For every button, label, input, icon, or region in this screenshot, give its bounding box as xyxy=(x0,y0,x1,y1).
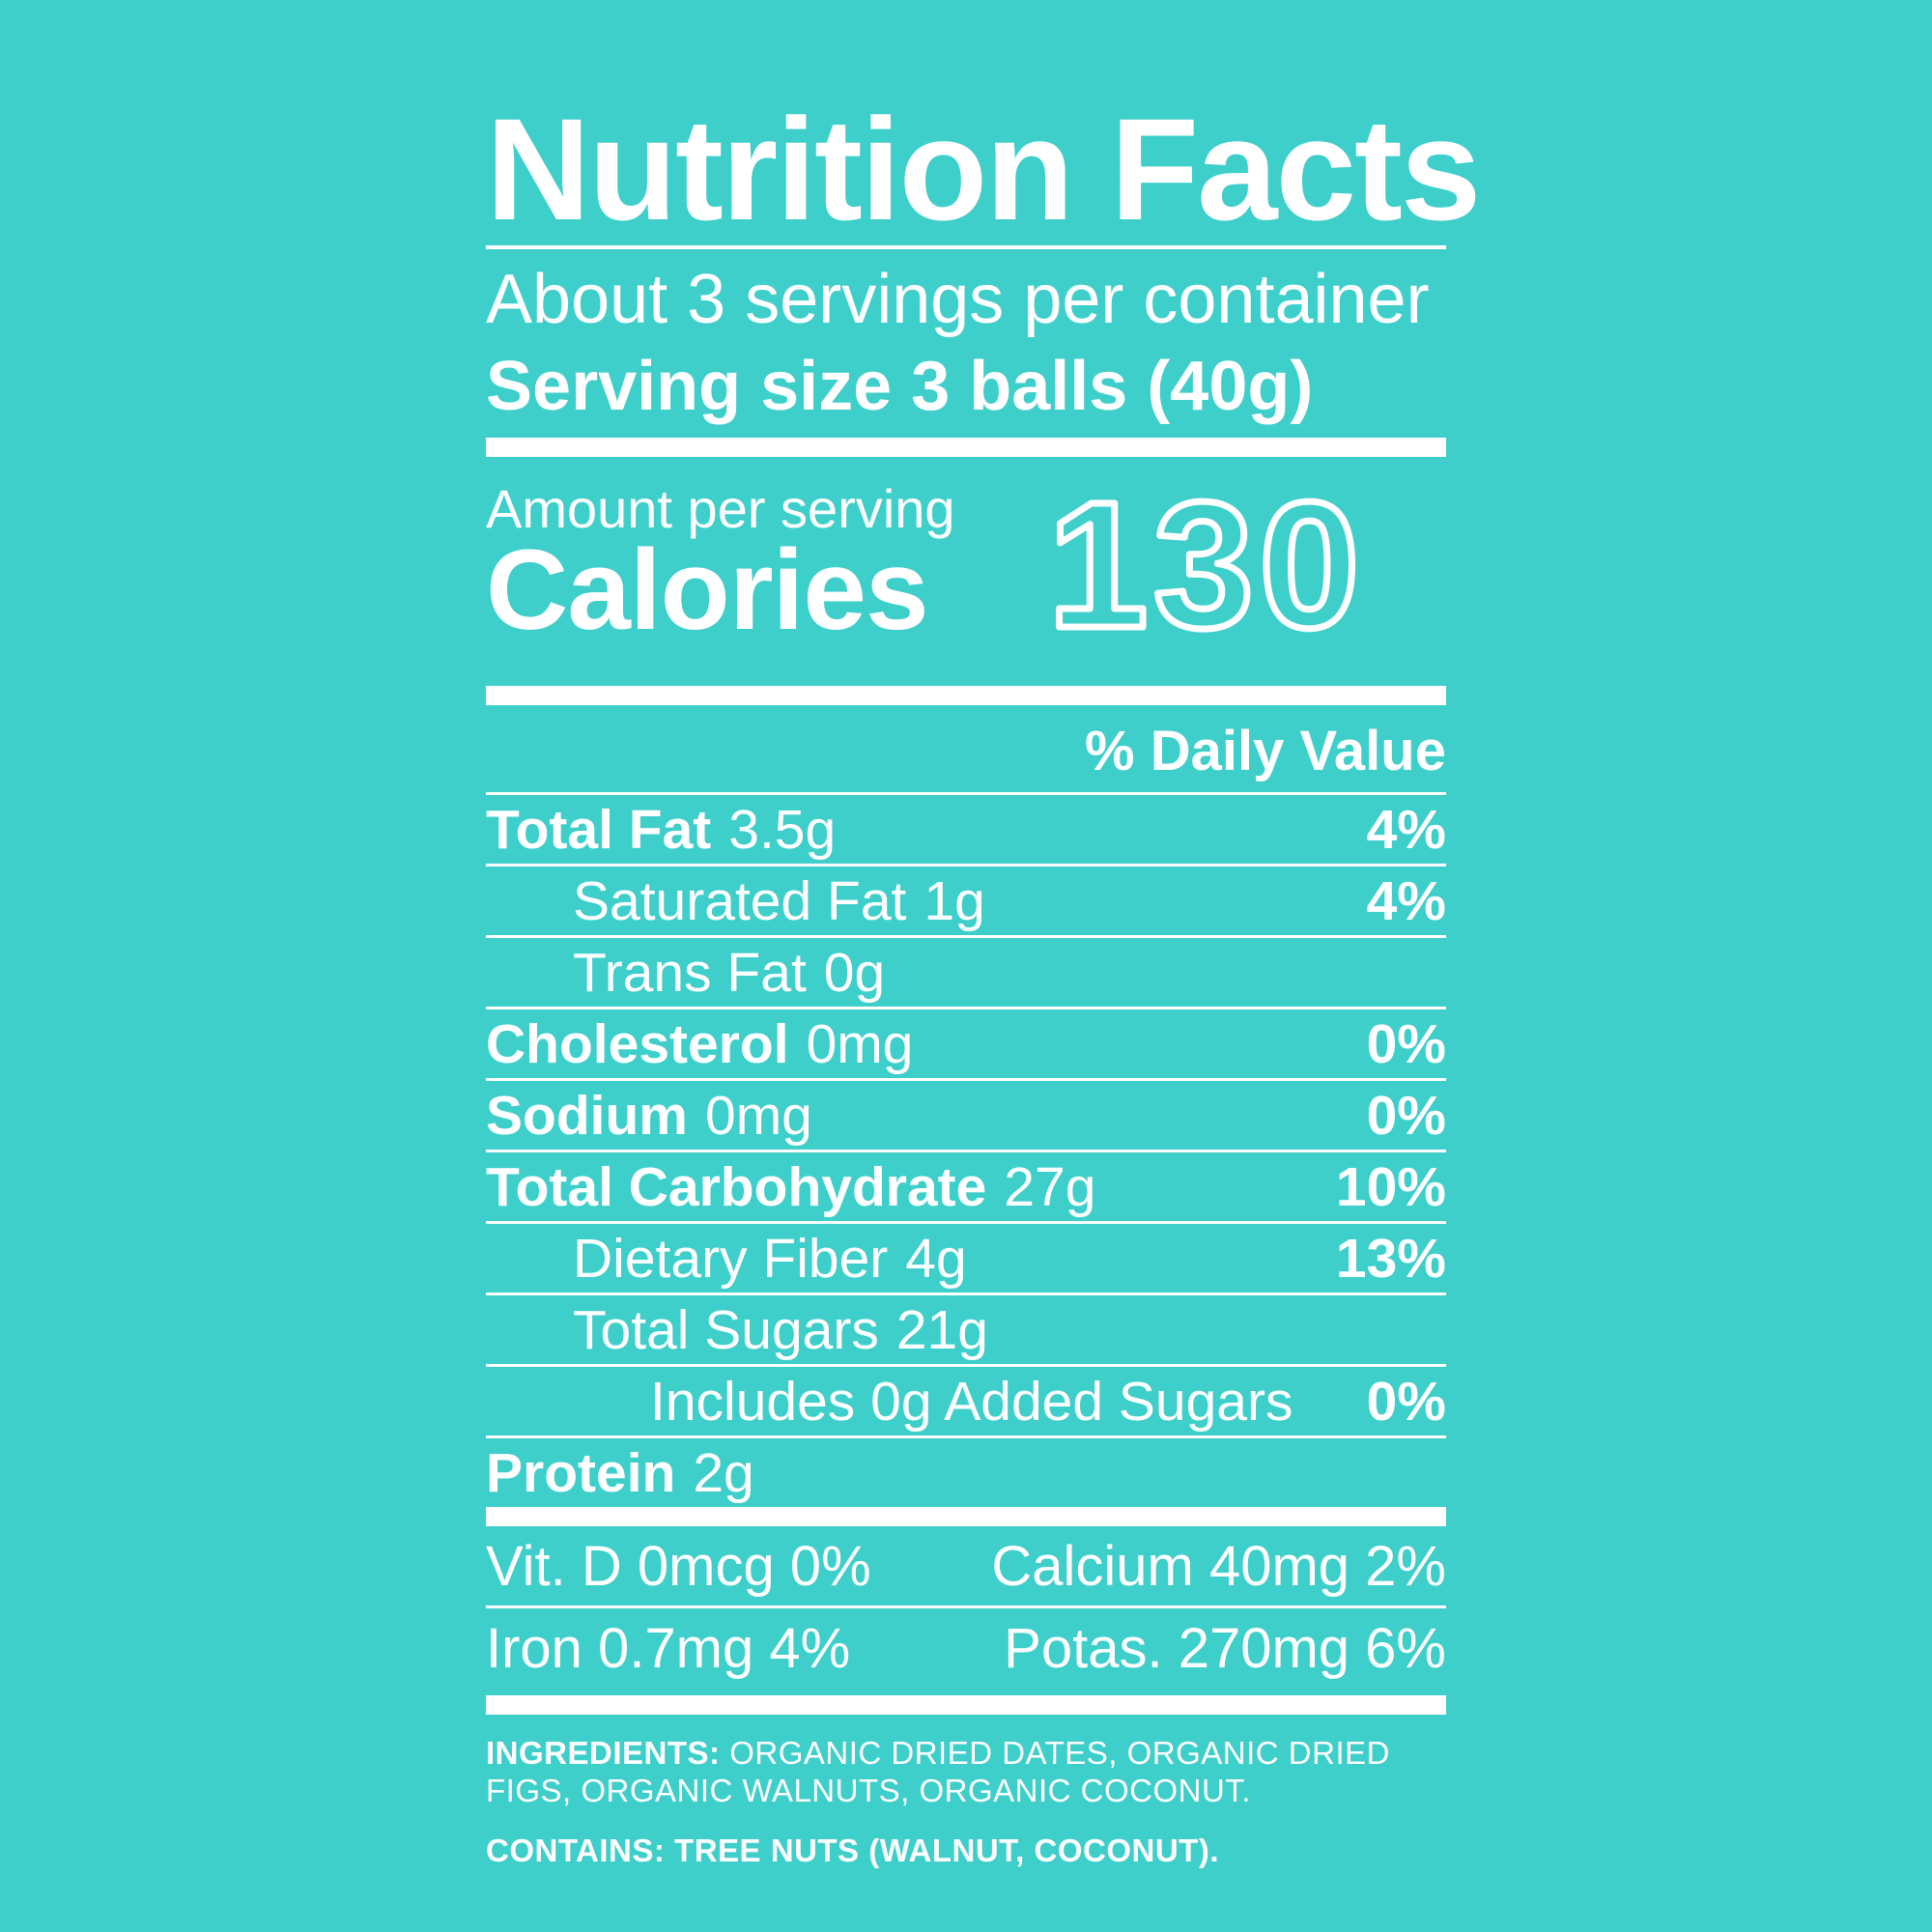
nutrition-facts-panel: Nutrition Facts About 3 servings per con… xyxy=(486,0,1481,1869)
nutrient-amount: 2g xyxy=(693,1441,754,1504)
micronutrient-rows: Vit. D 0mcg 0% Calcium 40mg 2% Iron 0.7m… xyxy=(486,1526,1446,1688)
calories-value: 130 xyxy=(1027,463,1386,669)
nutrient-amount: 0g xyxy=(823,941,886,1004)
nutrient-name: Includes 0g Added Sugars xyxy=(650,1370,1293,1433)
nutrient-amount: 27g xyxy=(1004,1155,1096,1218)
nutrient-row: Protein 2g xyxy=(486,1438,1446,1507)
row-divider xyxy=(486,1221,1446,1224)
nutrient-row: Sodium 0mg 0% xyxy=(486,1081,1446,1150)
ingredients-text: INGREDIENTS: ORGANIC DRIED DATES, ORGANI… xyxy=(486,1734,1446,1809)
ingredients-line-1: INGREDIENTS: ORGANIC DRIED DATES, ORGANI… xyxy=(486,1734,1446,1772)
micronutrient-left: Iron 0.7mg 4% xyxy=(486,1616,851,1680)
row-divider xyxy=(486,1605,1446,1608)
nutrient-row: Total Fat 3.5g 4% xyxy=(486,795,1446,864)
nutrient-row: Dietary Fiber 4g 13% xyxy=(486,1224,1446,1293)
row-divider xyxy=(486,1007,1446,1009)
nutrient-name: Sodium xyxy=(486,1084,688,1147)
row-divider xyxy=(486,1293,1446,1295)
title-divider xyxy=(486,245,1446,249)
row-divider xyxy=(486,1078,1446,1081)
nutrient-name: Dietary Fiber xyxy=(573,1227,889,1290)
nutrient-rows: Total Fat 3.5g 4% Saturated Fat 1g 4% Tran… xyxy=(486,795,1446,1507)
section-bar-top xyxy=(486,438,1446,457)
contains-text: CONTAINS: TREE NUTS (WALNUT, COCONUT). xyxy=(486,1833,1220,1868)
nutrient-daily-value: 4% xyxy=(1366,869,1446,932)
nutrient-name: Total Fat xyxy=(486,798,712,861)
nutrient-row: Cholesterol 0mg 0% xyxy=(486,1009,1446,1078)
nutrient-name: Total Carbohydrate xyxy=(486,1155,987,1218)
ingredients-label: INGREDIENTS: xyxy=(486,1735,721,1771)
serving-size: Serving size 3 balls (40g) xyxy=(486,348,1314,425)
row-divider xyxy=(486,864,1446,867)
calories-value-text: 130 xyxy=(1048,486,1365,650)
micronutrient-right: Calcium 40mg 2% xyxy=(991,1534,1446,1598)
nutrient-daily-value: 4% xyxy=(1366,798,1446,861)
calories-value-outline-figure: 130 xyxy=(1044,463,1365,669)
nutrient-amount: 0mg xyxy=(806,1012,914,1075)
amount-per-serving-label: Amount per serving xyxy=(486,478,955,539)
servings-per-container: About 3 servings per container xyxy=(486,261,1430,338)
section-bar-micronutrients xyxy=(486,1695,1446,1715)
nutrient-row: Trans Fat 0g xyxy=(486,938,1446,1007)
nutrient-name: Protein xyxy=(486,1441,676,1504)
row-divider xyxy=(486,1435,1446,1438)
nutrition-facts-title: Nutrition Facts xyxy=(486,88,1481,250)
micronutrient-left: Vit. D 0mcg 0% xyxy=(486,1534,871,1598)
nutrient-daily-value: 13% xyxy=(1335,1227,1446,1290)
nutrient-daily-value: 0% xyxy=(1366,1084,1446,1147)
micronutrient-right: Potas. 270mg 6% xyxy=(1004,1616,1446,1680)
nutrient-daily-value: 10% xyxy=(1335,1155,1446,1218)
nutrient-row: Total Sugars 21g xyxy=(486,1295,1446,1364)
nutrient-daily-value: 0% xyxy=(1366,1370,1446,1433)
nutrient-amount: 21g xyxy=(895,1298,988,1361)
section-bar-protein xyxy=(486,1507,1446,1526)
nutrient-amount: 0mg xyxy=(705,1084,812,1147)
row-divider xyxy=(486,1150,1446,1152)
nutrient-name: Cholesterol xyxy=(486,1012,789,1075)
nutrient-name: Trans Fat xyxy=(573,941,807,1004)
micronutrient-row: Vit. D 0mcg 0% Calcium 40mg 2% xyxy=(486,1526,1446,1605)
nutrient-row: Total Carbohydrate 27g 10% xyxy=(486,1152,1446,1221)
nutrient-amount: 3.5g xyxy=(728,798,837,861)
ingredients-line-1-rest: ORGANIC DRIED DATES, ORGANIC DRIED xyxy=(729,1735,1390,1771)
row-divider xyxy=(486,935,1446,938)
calories-left: Amount per serving Calories xyxy=(486,478,955,654)
nutrient-row: Includes 0g Added Sugars 0% xyxy=(486,1367,1446,1435)
calories-block: Amount per serving Calories 130 xyxy=(486,463,1446,669)
nutrient-name: Saturated Fat xyxy=(573,869,907,932)
nutrient-row: Saturated Fat 1g 4% xyxy=(486,867,1446,935)
nutrient-amount: 1g xyxy=(923,869,985,932)
nutrient-daily-value: 0% xyxy=(1366,1012,1446,1075)
nutrient-amount: 4g xyxy=(905,1227,967,1290)
daily-value-header: % Daily Value xyxy=(1085,720,1446,782)
row-divider xyxy=(486,1364,1446,1367)
nutrient-name: Total Sugars xyxy=(573,1298,879,1361)
ingredients-line-2: FIGS, ORGANIC WALNUTS, ORGANIC COCONUT. xyxy=(486,1773,1251,1808)
daily-value-divider xyxy=(486,792,1446,795)
micronutrient-row: Iron 0.7mg 4% Potas. 270mg 6% xyxy=(486,1608,1446,1688)
section-bar-calories xyxy=(486,686,1446,705)
calories-label: Calories xyxy=(486,526,929,654)
